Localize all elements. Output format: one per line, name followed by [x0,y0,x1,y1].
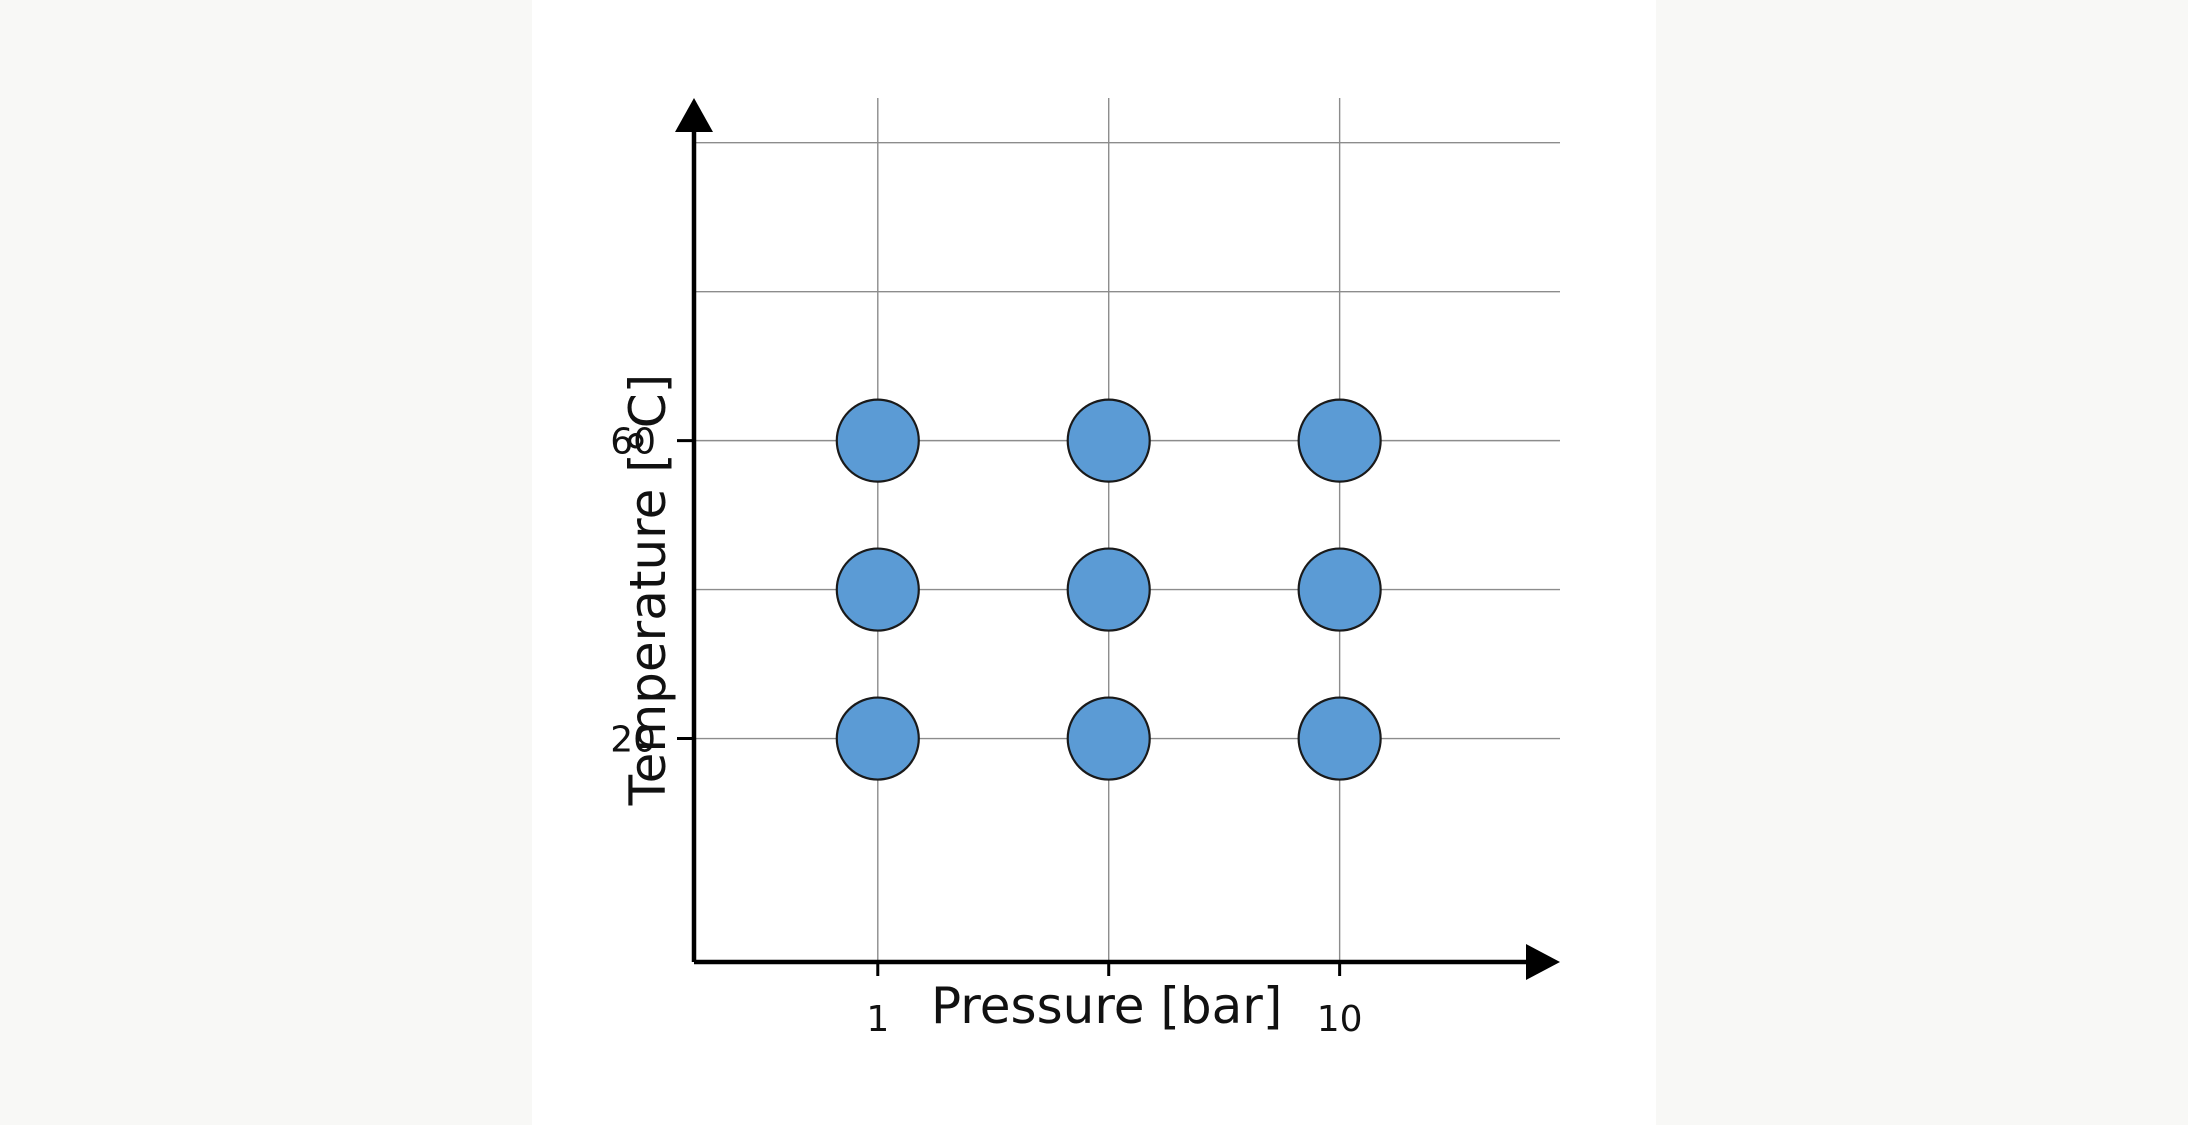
data-point [1066,547,1151,632]
data-point [835,547,920,632]
data-point [1297,547,1382,632]
data-point [1066,696,1151,781]
data-point [1066,398,1151,483]
data-point [1297,398,1382,483]
y-tick-label: 60 [610,422,656,463]
data-point [835,696,920,781]
x-axis-label: Pressure [bar] [931,977,1282,1035]
x-tick-label: 10 [1317,999,1363,1040]
gridlines [694,98,1560,962]
x-tick-label: 1 [866,999,889,1040]
y-axis-label: Temperature [°C] [619,374,677,807]
data-points [835,398,1382,781]
ticks: 1 10 20 60 [610,422,1362,1040]
x-axis-arrowhead [1526,944,1560,980]
data-point [1297,696,1382,781]
y-axis-arrowhead [675,98,713,132]
data-point [835,398,920,483]
axes [675,98,1560,980]
y-tick-label: 20 [610,720,656,761]
